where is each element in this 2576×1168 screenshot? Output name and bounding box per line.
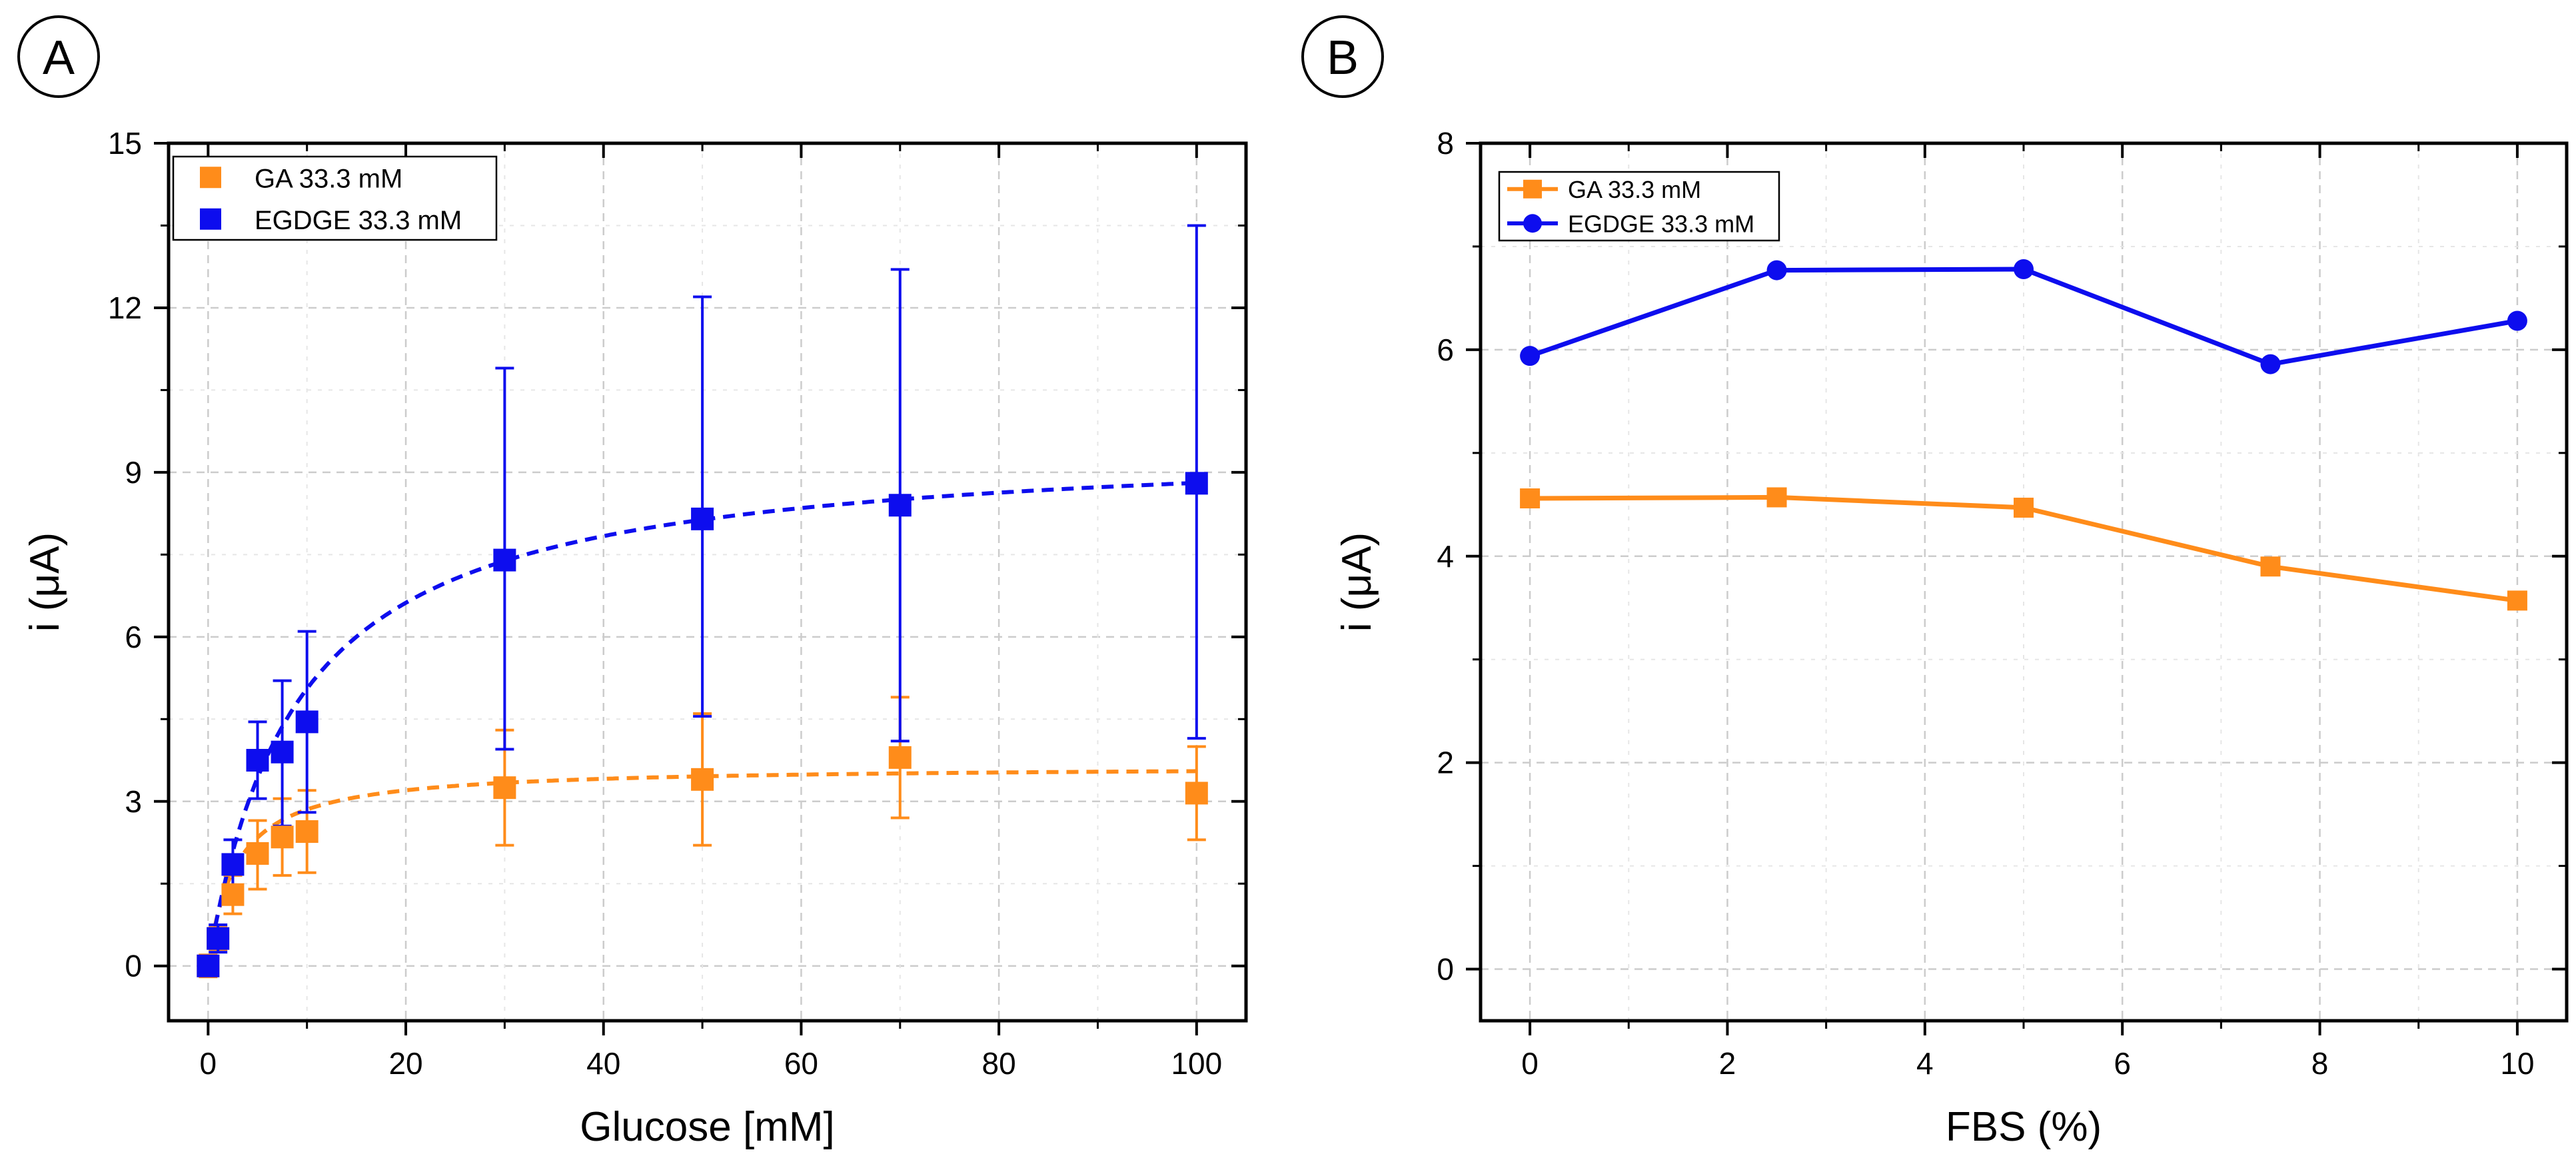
panel-b: B 0 2 4 6 8 10 0 2 4 6 8 FBS (%) i (μA) GA 33.3 mM EGDG… [1301, 15, 2569, 1150]
legend-box [1498, 171, 1780, 242]
x-tick-label: 0 [1521, 1046, 1539, 1081]
y-tick-label: 2 [1437, 746, 1454, 780]
legend-label: EGDGE 33.3 mM [255, 206, 462, 235]
x-axis-label: Glucose [mM] [580, 1104, 834, 1150]
data-point [1766, 487, 1787, 508]
data-point [2507, 590, 2527, 611]
x-tick-label: 100 [1171, 1046, 1222, 1081]
data-point [221, 883, 245, 906]
data-point [1520, 488, 1541, 508]
data-point [888, 746, 912, 769]
plot-area [169, 143, 1246, 1021]
data-point [295, 820, 319, 844]
x-tick-label: 60 [784, 1046, 818, 1081]
x-axis-label: FBS (%) [1946, 1104, 2102, 1150]
data-point [493, 548, 516, 572]
data-point [2260, 354, 2281, 374]
data-point [1185, 782, 1208, 805]
data-point [2014, 497, 2034, 518]
data-point [2507, 310, 2527, 331]
legend-label: EGDGE 33.3 mM [1568, 210, 1754, 237]
x-tick-label: 0 [200, 1046, 217, 1081]
y-tick-label: 4 [1437, 539, 1454, 574]
plot-frame [167, 141, 1248, 1023]
data-point [197, 954, 220, 977]
y-tick-label: 15 [108, 126, 142, 161]
panel-label-circle [17, 15, 100, 98]
data-point [246, 842, 269, 865]
y-tick-label: 3 [125, 784, 142, 819]
panel-a: A 0 20 40 60 80 100 0 3 6 9 12 15 Glucose [mM] i (μA) G… [17, 15, 1248, 1150]
y-axis-label: i (μA) [1334, 532, 1380, 632]
data-point [1520, 346, 1541, 366]
x-tick-label: 10 [2500, 1046, 2534, 1081]
panel-label: A [43, 31, 75, 85]
data-point [271, 740, 294, 764]
x-tick-label: 6 [2114, 1046, 2131, 1081]
data-point [246, 749, 269, 772]
y-tick-label: 0 [1437, 952, 1454, 987]
data-point [691, 768, 714, 791]
legend-marker [200, 208, 221, 230]
y-axis-label: i (μA) [22, 532, 68, 632]
data-point [295, 710, 319, 734]
y-tick-label: 6 [1437, 332, 1454, 367]
y-tick-label: 6 [125, 620, 142, 654]
x-tick-label: 2 [1719, 1046, 1736, 1081]
legend-label: GA 33.3 mM [255, 164, 402, 193]
y-tick-label: 9 [125, 455, 142, 490]
panel-label: B [1327, 31, 1359, 85]
data-point [691, 507, 714, 530]
data-point [493, 776, 516, 800]
legend-marker [1523, 214, 1542, 233]
data-point [888, 494, 912, 517]
legend-box [172, 155, 498, 241]
data-point [1185, 472, 1208, 495]
x-tick-label: 20 [388, 1046, 422, 1081]
legend-marker [1523, 179, 1542, 199]
data-point [2260, 556, 2281, 577]
x-tick-label: 4 [1916, 1046, 1934, 1081]
y-tick-label: 12 [108, 291, 142, 325]
fit-curve-ga [206, 769, 1197, 967]
data-point [207, 927, 230, 950]
data-point [1766, 260, 1787, 281]
data-point [221, 853, 245, 876]
y-tick-label: 8 [1437, 126, 1454, 161]
x-tick-label: 80 [982, 1046, 1016, 1081]
data-point [271, 826, 294, 849]
x-tick-label: 40 [586, 1046, 620, 1081]
legend-label: GA 33.3 mM [1568, 176, 1701, 203]
panel-label-circle [1301, 15, 1384, 98]
data-point [2014, 259, 2034, 280]
fit-curve-egdge [206, 480, 1197, 967]
x-tick-label: 8 [2311, 1046, 2329, 1081]
y-tick-label: 0 [125, 949, 142, 983]
legend-marker [200, 167, 221, 189]
